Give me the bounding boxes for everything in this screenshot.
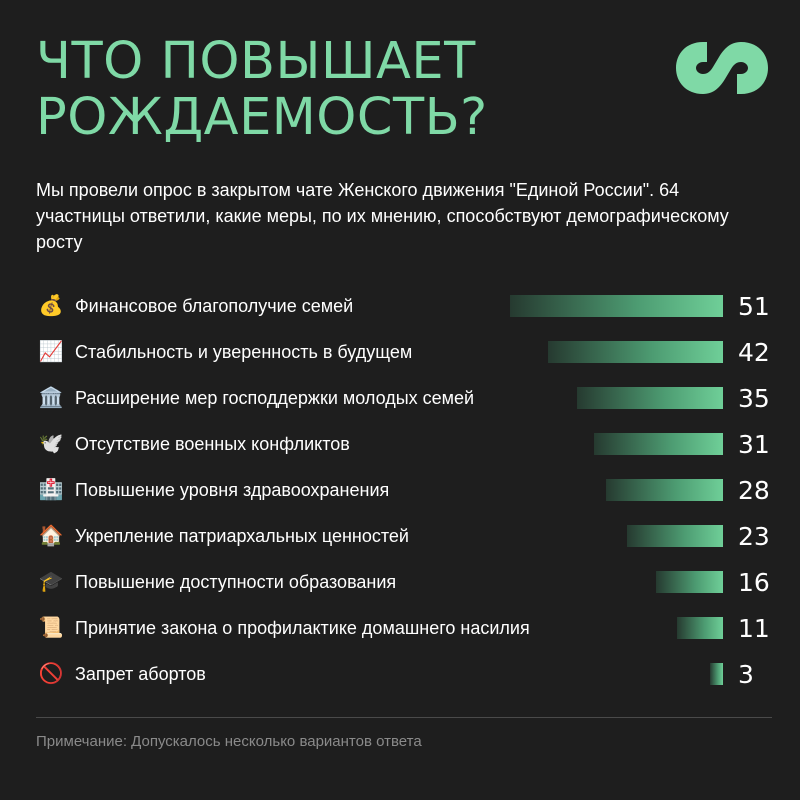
survey-description: Мы провели опрос в закрытом чате Женског…	[36, 180, 729, 252]
category-label: Принятие закона о профилактике домашнего…	[75, 617, 530, 638]
category-label: Финансовое благополучие семей	[75, 295, 354, 316]
category-label: Запрет абортов	[75, 663, 206, 684]
value-label: 31	[738, 429, 770, 459]
bar	[627, 525, 723, 547]
chart-increasing-icon: 📈	[38, 341, 64, 363]
bar	[548, 341, 723, 363]
scroll-icon: 📜	[38, 617, 64, 639]
bar	[577, 387, 723, 409]
value-label: 3	[738, 659, 754, 689]
divider	[36, 717, 772, 718]
chart-row: 🏠 Укрепление патриархальных ценностей 23	[36, 513, 776, 559]
value-label: 16	[738, 567, 770, 597]
chart-row: 🏛️ Расширение мер господдержки молодых се…	[36, 375, 776, 421]
value-label: 28	[738, 475, 770, 505]
value-label: 23	[738, 521, 770, 551]
category-label: Отсутствие военных конфликтов	[75, 433, 350, 454]
house-icon: 🏠	[38, 525, 64, 547]
chart-row: 🚫 Запрет абортов 3	[36, 651, 776, 697]
bar	[710, 663, 723, 685]
money-bag-icon: 💰	[38, 295, 64, 317]
bar	[677, 617, 723, 639]
footnote: Примечание: Допускалось несколько вариан…	[36, 733, 422, 750]
chart-row: 🎓 Повышение доступности образования 16	[36, 559, 776, 605]
value-label: 35	[738, 383, 770, 413]
value-label: 51	[738, 291, 770, 321]
category-label: Укрепление патриархальных ценностей	[75, 525, 409, 546]
page-title-line-2: рождаемость?	[36, 88, 488, 147]
hospital-icon: 🏥	[38, 479, 64, 501]
value-label: 11	[738, 613, 770, 643]
chart-row: 💰 Финансовое благополучие семей 51	[36, 283, 776, 329]
page-title: Что повышает рождаемость?	[36, 34, 488, 146]
prohibited-icon: 🚫	[38, 663, 64, 685]
graduation-cap-icon: 🎓	[38, 571, 64, 593]
dove-icon: 🕊️	[38, 433, 64, 455]
classical-building-icon: 🏛️	[38, 387, 64, 409]
category-label: Расширение мер господдержки молодых семе…	[75, 387, 475, 408]
bar-chart: 💰 Финансовое благополучие семей 51 📈 Стабиль…	[36, 283, 776, 697]
value-label: 42	[738, 337, 770, 367]
chart-row: 📈 Стабильность и уверенность в будущем 42	[36, 329, 776, 375]
chart-row: 🕊️ Отсутствие военных конфликтов 31	[36, 421, 776, 467]
category-label: Повышение уровня здравоохранения	[75, 479, 390, 500]
category-label: Стабильность и уверенность в будущем	[75, 341, 413, 362]
bar	[656, 571, 723, 593]
category-label: Повышение доступности образования	[75, 571, 397, 592]
infinity-logo-icon	[676, 42, 768, 94]
chart-row: 📜 Принятие закона о профилактике домашнег…	[36, 605, 776, 651]
page-title-line-1: Что повышает	[36, 32, 476, 91]
bar	[510, 295, 723, 317]
bar	[594, 433, 723, 455]
chart-row: 🏥 Повышение уровня здравоохранения 28	[36, 467, 776, 513]
bar	[606, 479, 723, 501]
